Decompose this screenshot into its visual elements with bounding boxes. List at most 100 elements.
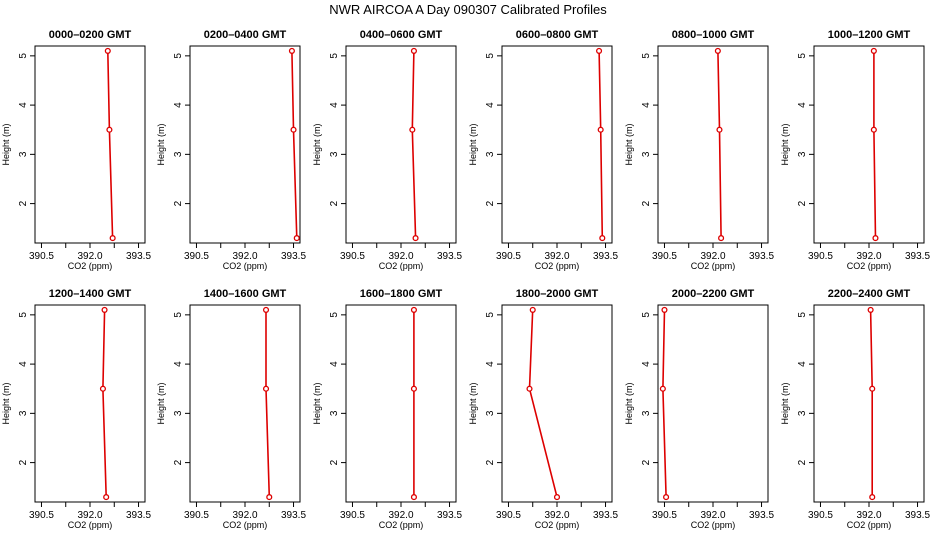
y-tick-label: 5 bbox=[641, 312, 652, 318]
y-axis-label: Height (m) bbox=[468, 123, 478, 165]
x-tick-label: 393.5 bbox=[281, 251, 306, 262]
profile-point bbox=[659, 385, 666, 392]
y-tick-label: 3 bbox=[485, 410, 496, 416]
profile-panel: 0400–0600 GMT 390.5 392.0 393.5 2 3 4 5 CO2 (ppm… bbox=[312, 29, 462, 271]
y-tick-label: 2 bbox=[18, 459, 29, 465]
plot-frame bbox=[501, 45, 613, 244]
y-tick-label: 3 bbox=[797, 410, 808, 416]
profile-point bbox=[867, 306, 874, 313]
profile-panel: 1400–1600 GMT 390.5 392.0 393.5 2 3 4 5 CO2 (ppm… bbox=[156, 288, 306, 530]
profile-point bbox=[262, 385, 270, 392]
panel-title: 1000–1200 GMT bbox=[828, 29, 911, 41]
x-tick-label: 393.5 bbox=[126, 251, 151, 262]
x-tick-label: 393.5 bbox=[749, 251, 774, 262]
y-tick-label: 3 bbox=[329, 410, 340, 416]
profile-point bbox=[410, 47, 417, 54]
profile-point bbox=[106, 126, 113, 133]
profile-line bbox=[102, 309, 107, 498]
y-axis-label: Height (m) bbox=[1, 123, 11, 165]
panel-title: 0000–0200 GMT bbox=[49, 29, 132, 41]
plot-frame bbox=[501, 304, 613, 503]
y-tick-label: 4 bbox=[485, 102, 496, 108]
x-axis-label: CO2 (ppm) bbox=[68, 520, 113, 530]
y-tick-label: 5 bbox=[485, 312, 496, 318]
x-tick-label: 392.0 bbox=[856, 251, 881, 262]
y-tick-label: 4 bbox=[173, 361, 184, 367]
x-tick-label: 390.5 bbox=[29, 251, 54, 262]
profile-panel: 1200–1400 GMT 390.5 392.0 393.5 2 3 4 5 CO2 (ppm… bbox=[1, 288, 151, 530]
x-axis-label: CO2 (ppm) bbox=[223, 261, 268, 271]
profile-point bbox=[526, 385, 533, 392]
profile-point bbox=[104, 47, 111, 54]
profile-panel: 1600–1800 GMT 390.5 392.0 393.5 2 3 4 5 CO2 (ppm… bbox=[312, 288, 462, 530]
x-tick-label: 393.5 bbox=[905, 510, 930, 521]
x-axis-label: CO2 (ppm) bbox=[847, 520, 892, 530]
x-tick-label: 390.5 bbox=[340, 251, 365, 262]
profile-point bbox=[596, 47, 603, 54]
y-axis-label: Height (m) bbox=[624, 123, 634, 165]
profile-point bbox=[99, 385, 106, 392]
x-tick-label: 390.5 bbox=[808, 251, 833, 262]
y-tick-label: 4 bbox=[797, 102, 808, 108]
y-tick-label: 2 bbox=[173, 200, 184, 206]
x-tick-label: 392.0 bbox=[77, 510, 102, 521]
profile-point bbox=[109, 235, 116, 242]
profile-point bbox=[410, 494, 417, 501]
plot-frame bbox=[657, 304, 769, 503]
y-tick-label: 4 bbox=[641, 102, 652, 108]
profile-point bbox=[529, 306, 536, 313]
plot-frame bbox=[189, 304, 301, 503]
x-tick-label: 390.5 bbox=[184, 510, 209, 521]
profile-panel: 1800–2000 GMT 390.5 392.0 393.5 2 3 4 5 CO2 (ppm… bbox=[468, 288, 618, 530]
y-tick-label: 5 bbox=[173, 53, 184, 59]
plot-frame bbox=[657, 45, 769, 244]
y-axis-label: Height (m) bbox=[1, 382, 11, 424]
y-tick-label: 3 bbox=[18, 151, 29, 157]
y-tick-label: 3 bbox=[641, 151, 652, 157]
x-tick-label: 390.5 bbox=[652, 251, 677, 262]
x-tick-label: 393.5 bbox=[437, 510, 462, 521]
x-tick-label: 392.0 bbox=[700, 510, 725, 521]
x-tick-label: 392.0 bbox=[388, 510, 413, 521]
y-tick-label: 5 bbox=[797, 53, 808, 59]
plot-frame bbox=[34, 45, 146, 244]
panel-title: 1200–1400 GMT bbox=[49, 288, 132, 300]
y-tick-label: 4 bbox=[329, 361, 340, 367]
profile-point bbox=[599, 235, 606, 242]
y-tick-label: 3 bbox=[641, 410, 652, 416]
plot-frame bbox=[34, 304, 146, 503]
profile-line bbox=[717, 50, 722, 239]
x-axis-label: CO2 (ppm) bbox=[379, 261, 424, 271]
x-axis-label: CO2 (ppm) bbox=[847, 261, 892, 271]
panel-title: 1400–1600 GMT bbox=[204, 288, 287, 300]
x-axis-label: CO2 (ppm) bbox=[379, 520, 424, 530]
y-axis-label: Height (m) bbox=[780, 382, 790, 424]
y-tick-label: 3 bbox=[797, 151, 808, 157]
profile-panel: 0800–1000 GMT 390.5 392.0 393.5 2 3 4 5 CO2 (ppm… bbox=[624, 29, 774, 271]
y-axis-label: Height (m) bbox=[156, 382, 166, 424]
x-tick-label: 390.5 bbox=[184, 251, 209, 262]
y-tick-label: 5 bbox=[18, 53, 29, 59]
profile-point bbox=[718, 235, 725, 242]
panel-title: 1800–2000 GMT bbox=[516, 288, 599, 300]
x-tick-label: 390.5 bbox=[340, 510, 365, 521]
profile-point bbox=[409, 126, 416, 133]
profile-line bbox=[869, 309, 874, 498]
y-tick-label: 4 bbox=[641, 361, 652, 367]
profile-point bbox=[870, 47, 877, 54]
profile-panel: 1000–1200 GMT 390.5 392.0 393.5 2 3 4 5 CO2 (ppm… bbox=[780, 29, 930, 271]
y-tick-label: 5 bbox=[329, 53, 340, 59]
y-tick-label: 2 bbox=[485, 459, 496, 465]
y-tick-label: 3 bbox=[173, 410, 184, 416]
profile-point bbox=[869, 494, 876, 501]
y-tick-label: 2 bbox=[329, 200, 340, 206]
profile-point bbox=[553, 494, 561, 501]
x-tick-label: 392.0 bbox=[77, 251, 102, 262]
profile-point bbox=[412, 235, 419, 242]
profile-panel: 0200–0400 GMT 390.5 392.0 393.5 2 3 4 5 CO2 (ppm… bbox=[156, 29, 306, 271]
y-axis-label: Height (m) bbox=[312, 123, 322, 165]
y-tick-label: 4 bbox=[485, 361, 496, 367]
profile-point bbox=[869, 385, 876, 392]
y-tick-label: 3 bbox=[485, 151, 496, 157]
profile-line bbox=[528, 309, 558, 498]
